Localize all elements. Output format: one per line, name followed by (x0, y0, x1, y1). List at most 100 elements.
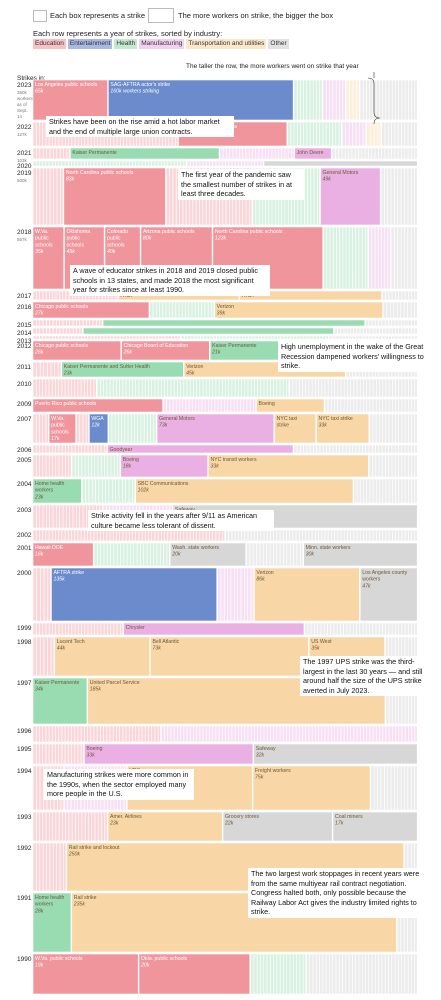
strike-box-education (32, 811, 108, 842)
strike-box-health (180, 335, 329, 340)
strike-label: Arizona public schools (143, 229, 195, 235)
legend-small-box (33, 10, 47, 22)
strike-box-transportation-and-utilities (208, 454, 369, 478)
year-label: 1991 (17, 895, 32, 902)
legend-small-label: Each box represents a strike (50, 11, 146, 20)
strike-box-health (293, 79, 323, 121)
strike-box-transportation-and-utilities (107, 811, 223, 842)
strike-label: Home health workers (35, 481, 65, 494)
strike-label: WGA (91, 416, 104, 422)
year-label: 1993 (17, 814, 32, 821)
strike-value: 18k (123, 464, 132, 470)
strike-value: 250k (68, 852, 81, 858)
strike-box-health (108, 413, 157, 444)
strike-value: 45k (186, 371, 195, 377)
year-label: 2015 (17, 322, 32, 329)
year-label: 2009 (17, 401, 32, 408)
strike-box-education (32, 398, 163, 413)
strike-label: Verizon (256, 570, 273, 576)
year-row-2010: 2010 (17, 378, 418, 398)
strike-label: NYC taxi strike (277, 416, 297, 429)
strike-value: 23k (63, 371, 73, 377)
strike-box-health (81, 478, 136, 504)
strike-box-education (121, 340, 210, 361)
year-label: 2011 (17, 364, 31, 371)
year-label: 1990 (17, 956, 32, 963)
strike-box-education (32, 327, 83, 335)
strike-box-manufacturing (219, 147, 295, 160)
strike-label: Rail strike and lockout (69, 845, 120, 851)
strike-label: W.Va. public schools (35, 956, 83, 962)
strike-box-health (323, 226, 369, 290)
strike-value: 80k (143, 236, 152, 242)
year-row-2014: 2014 (17, 327, 418, 337)
strike-box-other (369, 413, 418, 444)
strike-box-manufacturing (84, 743, 254, 765)
legend-big-box (148, 8, 174, 23)
strike-label: Kaiser Permanente and Sutter Health (64, 364, 150, 370)
workers-label: 500k (17, 178, 28, 183)
strike-value: 12k (91, 423, 100, 429)
strike-value: 40k (107, 249, 116, 255)
strike-value: 160k workers striking (110, 89, 159, 95)
strike-label: General Motors (323, 170, 359, 176)
strike-box-health (32, 677, 88, 725)
year-label: 2004 (17, 481, 32, 488)
strike-label: Wash. state workers (172, 545, 219, 551)
strike-label: AT&T (121, 293, 135, 299)
strike-box-other (334, 327, 418, 335)
strike-label: Boeing (123, 457, 139, 463)
strike-box-other (381, 121, 418, 147)
strike-box-transportation-and-utilities (345, 79, 360, 121)
strike-box-transportation-and-utilities (256, 398, 325, 413)
strike-box-education (32, 319, 103, 327)
strike-box-education (32, 413, 49, 444)
strike-box-other (263, 160, 418, 167)
strike-value: 22k (224, 821, 234, 827)
strike-box-other (383, 301, 418, 319)
note-1997: The 1997 UPS strike was the third-larges… (300, 656, 426, 696)
strike-value: 16k (35, 552, 44, 558)
strike-box-transportation-and-utilities (214, 301, 383, 319)
strike-value: 39k (217, 311, 226, 317)
strike-value: 28k (34, 908, 44, 914)
strike-box-manufacturing (123, 622, 305, 636)
strike-label: Chicago Board of Education (124, 343, 189, 349)
row-height-bracket (367, 72, 381, 125)
strike-label: North Carolina public schools (66, 170, 134, 176)
strike-label: Rail strike (74, 895, 97, 901)
strike-label: Boeing (259, 401, 275, 407)
strike-value: 21k (211, 350, 221, 356)
strike-box-other (225, 529, 418, 542)
strike-box-other (324, 398, 418, 413)
strike-value: 20k (140, 963, 150, 969)
note-2018: A wave of educator strikes in 2018 and 2… (70, 265, 270, 296)
strike-label: Minn. state workers (306, 545, 351, 551)
strike-value: 75k (255, 775, 264, 781)
strike-label: Boeing (86, 746, 102, 752)
strike-label: Kaiser Permanente (35, 680, 80, 686)
strike-box-other (359, 567, 418, 622)
strike-label: Los Angeles public schools (35, 82, 98, 88)
year-label: 2005 (17, 457, 32, 464)
strike-value: 23k (109, 821, 119, 827)
strike-value: 27k (34, 311, 44, 317)
strike-box-other (303, 542, 418, 567)
strike-box-other (222, 811, 333, 842)
year-label: 2007 (17, 416, 32, 423)
strike-box-health (32, 160, 187, 167)
year-row-2011: 2011 Kaiser Permanente and Sutter Health2… (17, 361, 418, 378)
year-row-1996: 1996 (17, 725, 418, 743)
strike-box-education (32, 567, 51, 622)
strike-box-education (32, 743, 84, 765)
strike-label: Verizon (186, 364, 203, 370)
note-1992: The two largest work stoppages in recent… (248, 868, 436, 918)
year-label: 2012 (17, 343, 32, 350)
year-row-2009: 2009 Puerto Rico public schools Boeing (17, 398, 418, 413)
